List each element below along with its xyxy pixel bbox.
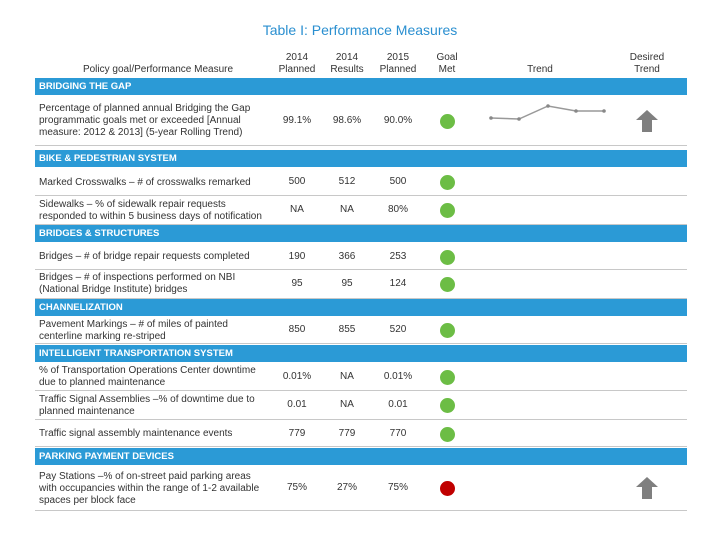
cell-value: 27% — [336, 482, 357, 493]
cell-value: 500 — [389, 176, 407, 187]
table-row: Traffic Signal Assemblies –% of downtime… — [35, 392, 687, 420]
measure-text: Bridges – # of bridge repair requests co… — [39, 251, 250, 262]
cell-value: 850 — [288, 324, 306, 335]
cell-value: 0.01 — [388, 399, 408, 410]
cell-value: NA — [340, 399, 354, 410]
cell-value: NA — [290, 204, 304, 215]
section-header: INTELLIGENT TRANSPORTATION SYSTEM — [35, 345, 687, 362]
cell-value: 855 — [338, 324, 356, 335]
goal-met-indicator — [439, 481, 455, 496]
cell-value: 0.01% — [383, 370, 413, 382]
table-row: Pay Stations –% of on-street paid parkin… — [35, 467, 687, 511]
column-header: 2014 Planned — [278, 52, 316, 75]
goal-met-indicator — [439, 426, 455, 442]
cell-value: 779 — [288, 427, 306, 439]
cell-value: 75% — [286, 482, 307, 493]
table-row: Marked Crosswalks – # of crosswalks rema… — [35, 170, 687, 196]
goal-met-indicator — [439, 249, 455, 265]
column-header: Goal Met — [436, 52, 458, 75]
column-header: Policy goal/Performance Measure — [82, 64, 234, 75]
section-header: BRIDGING THE GAP — [35, 78, 687, 95]
cell-value: 0.01% — [282, 370, 312, 382]
goal-met-indicator — [439, 398, 455, 413]
cell-value: 253 — [389, 250, 407, 262]
goal-met-indicator — [439, 369, 455, 385]
measure-text: Pay Stations –% of on-street paid parkin… — [39, 470, 260, 506]
cell-value: NA — [340, 370, 354, 382]
column-header: 2014 Results — [330, 52, 364, 75]
cell-value: 779 — [338, 427, 356, 439]
cell-value: 80% — [387, 204, 408, 215]
goal-met-indicator — [439, 276, 455, 292]
table-row: Pavement Markings – # of miles of painte… — [35, 318, 687, 344]
cell-value: 512 — [338, 176, 356, 187]
goal-met-indicator — [439, 203, 455, 218]
cell-value: 190 — [288, 250, 306, 262]
table-row: Bridges – # of inspections performed on … — [35, 270, 687, 299]
desired-trend-arrow — [635, 476, 659, 500]
table-row: % of Transportation Operations Center do… — [35, 364, 687, 391]
cell-value: 98.6% — [332, 114, 362, 126]
measure-text: Traffic Signal Assemblies –% of downtime… — [39, 393, 255, 417]
section-header: BIKE & PEDESTRIAN SYSTEM — [35, 150, 687, 167]
cell-value: NA — [340, 204, 354, 215]
cell-value: 90.0% — [383, 114, 413, 126]
section-header: CHANNELIZATION — [35, 299, 687, 316]
goal-met-indicator — [439, 113, 455, 129]
cell-value: 0.01 — [287, 399, 307, 410]
table-row: Traffic signal assembly maintenance even… — [35, 422, 687, 447]
cell-value: 75% — [387, 482, 408, 493]
measure-text: % of Transportation Operations Center do… — [39, 365, 256, 388]
measure-text: Traffic signal assembly maintenance even… — [39, 428, 233, 439]
table-row: Sidewalks – % of sidewalk repair request… — [35, 197, 687, 225]
cell-value: 124 — [389, 277, 407, 289]
table-row: Bridges – # of bridge repair requests co… — [35, 245, 687, 270]
desired-trend-arrow — [635, 109, 659, 133]
column-header: Trend — [527, 64, 553, 75]
cell-value: 366 — [338, 250, 356, 262]
cell-value: 99.1% — [282, 114, 312, 126]
cell-value: 95 — [291, 277, 303, 289]
cell-value: 500 — [288, 176, 306, 187]
table-title: Table I: Performance Measures — [262, 22, 458, 38]
measure-text: Bridges – # of inspections performed on … — [39, 272, 236, 295]
cell-value: 95 — [341, 277, 353, 289]
section-header: BRIDGES & STRUCTURES — [35, 225, 687, 242]
cell-value: 770 — [389, 427, 407, 439]
trend-sparkline — [489, 104, 606, 121]
column-header: 2015 Planned — [379, 52, 417, 75]
measure-text: Pavement Markings – # of miles of painte… — [39, 318, 228, 342]
column-header: Desired Trend — [629, 52, 665, 75]
measure-text: Sidewalks – % of sidewalk repair request… — [39, 198, 262, 222]
goal-met-indicator — [439, 323, 455, 338]
table-row: Percentage of planned annual Bridging th… — [35, 97, 687, 146]
section-header: PARKING PAYMENT DEVICES — [35, 448, 687, 465]
measure-text: Percentage of planned annual Bridging th… — [39, 103, 251, 138]
measure-text: Marked Crosswalks – # of crosswalks rema… — [39, 176, 251, 188]
goal-met-indicator — [439, 175, 455, 190]
cell-value: 520 — [389, 324, 407, 335]
